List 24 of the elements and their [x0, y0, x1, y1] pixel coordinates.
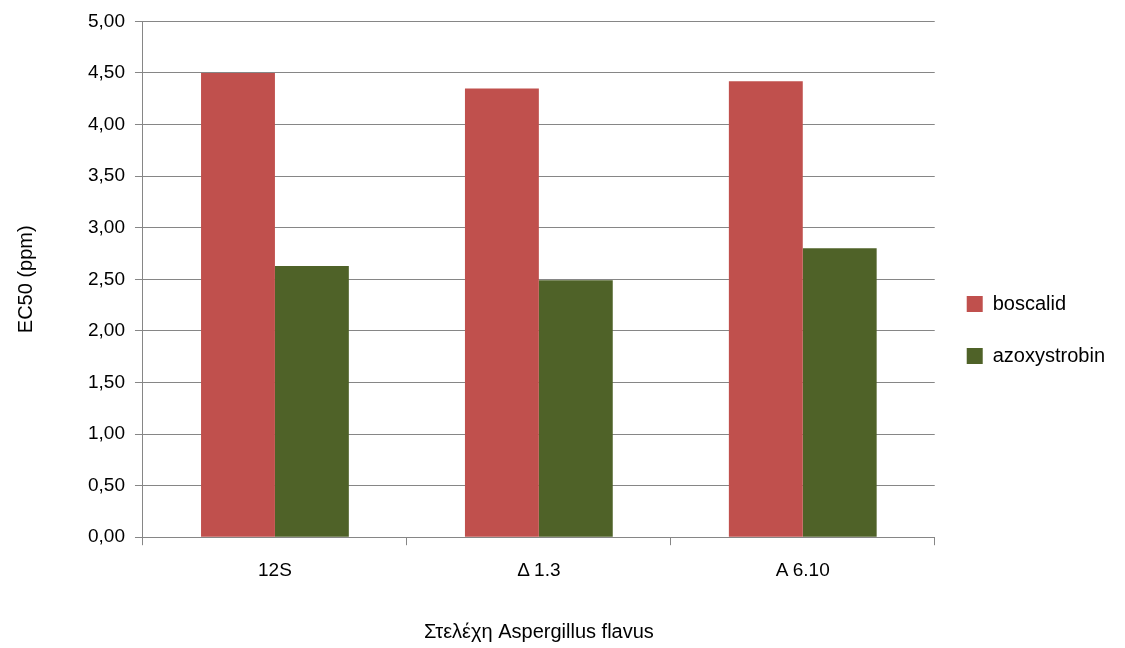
bar — [274, 265, 349, 537]
y-tick-label: 4,50 — [88, 61, 125, 83]
x-tick-label: 12S — [258, 558, 292, 580]
bar — [538, 280, 613, 537]
y-tick-label: 2,50 — [88, 267, 125, 289]
bar — [728, 81, 803, 537]
y-tick-label: 5,00 — [88, 9, 125, 31]
y-tick-label: 0,50 — [88, 473, 125, 495]
y-axis-title: EC50 (ppm) — [13, 225, 36, 334]
x-tick-label: A 6.10 — [775, 558, 830, 580]
legend-label: azoxystrobin — [992, 343, 1106, 366]
y-tick-label: 4,00 — [88, 112, 125, 134]
bar — [201, 72, 275, 537]
y-tick-label: 2,00 — [88, 319, 125, 341]
y-tick-label: 0,00 — [88, 525, 125, 547]
x-tick-label: Δ 1.3 — [517, 558, 561, 580]
y-tick-label: 3,50 — [88, 164, 125, 186]
y-tick-label: 3,00 — [88, 215, 125, 237]
y-tick-label: 1,00 — [88, 422, 125, 444]
bar — [464, 88, 539, 537]
y-tick-label: 1,50 — [88, 370, 125, 392]
legend-label: boscalid — [992, 291, 1067, 314]
bar — [802, 248, 877, 537]
x-axis-title: Στελέχη Aspergillus flavus — [423, 619, 654, 642]
